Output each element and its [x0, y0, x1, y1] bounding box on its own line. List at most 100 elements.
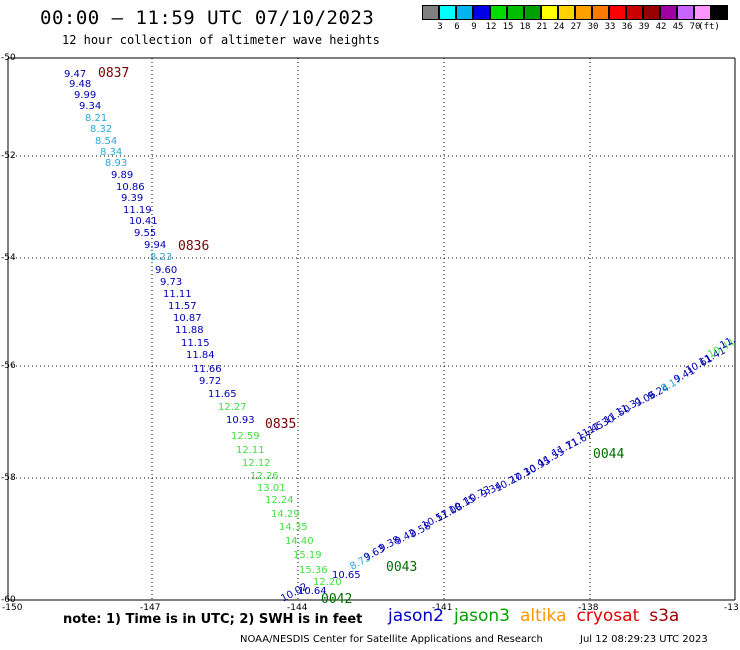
- scale-swatch: [643, 5, 660, 20]
- scale-label: 21: [536, 22, 548, 32]
- wave-height-value: 11.88: [175, 325, 204, 336]
- scale-label: 27: [570, 22, 582, 32]
- wave-height-value: 13.01: [257, 483, 286, 494]
- wave-height-value: 8.32: [90, 124, 112, 135]
- latitude-label: -58: [1, 473, 16, 483]
- wave-height-labels: 9.479.489.999.348.218.328.548.348.939.89…: [64, 69, 737, 605]
- legend-entry-s3a: s3a: [649, 606, 680, 626]
- scale-label: 33: [604, 22, 616, 32]
- credit-line: NOAA/NESDIS Center for Satellite Applica…: [240, 634, 543, 645]
- wave-height-value: 12.59: [231, 431, 260, 442]
- latitude-label: -54: [1, 253, 16, 263]
- wave-height-value: 9.73: [160, 277, 182, 288]
- wave-height-value: 12.20: [313, 577, 342, 588]
- wave-height-value: 12.12: [242, 458, 271, 469]
- wave-height-value: 15.36: [299, 565, 328, 576]
- latitude-label: -56: [1, 361, 16, 371]
- longitude-label: -144: [287, 603, 308, 613]
- wave-height-value: 9.47: [64, 69, 86, 80]
- wave-height-value: 9.89: [111, 170, 133, 181]
- scale-swatch: [439, 5, 456, 20]
- scale-swatch: [626, 5, 643, 20]
- scale-label: 45: [672, 22, 684, 32]
- scale-swatch: [558, 5, 575, 20]
- scale-label: 30: [587, 22, 599, 32]
- wave-height-value: 9.48: [69, 79, 91, 90]
- pass-time-label: 0043: [386, 560, 417, 575]
- scale-swatch: [524, 5, 541, 20]
- wave-height-value: 8.93: [105, 158, 127, 169]
- longitude-label: -150: [2, 603, 23, 613]
- legend-entry-jason2: jason2: [388, 606, 444, 626]
- graticule: [7, 57, 736, 601]
- wave-height-value: 12.24: [265, 495, 294, 506]
- scale-label: 15: [502, 22, 514, 32]
- scale-swatch: [660, 5, 677, 20]
- wave-height-value: 9.60: [155, 265, 177, 276]
- wave-height-value: 10.86: [116, 182, 145, 193]
- scale-swatch: [592, 5, 609, 20]
- wave-height-value: 9.55: [134, 228, 156, 239]
- scale-label: 9: [471, 22, 477, 32]
- wave-height-value: 11.15: [181, 338, 210, 349]
- scale-label: 18: [519, 22, 531, 32]
- scale-swatch: [575, 5, 592, 20]
- wave-height-value: 12.11: [236, 445, 265, 456]
- map-subtitle: 12 hour collection of altimeter wave hei…: [62, 33, 380, 47]
- scale-unit: (ft): [698, 22, 720, 32]
- scale-label: 24: [553, 22, 565, 32]
- wave-height-value: 14.29: [271, 509, 300, 520]
- wave-height-value: 9.94: [144, 240, 166, 251]
- scale-swatch: [677, 5, 694, 20]
- pass-time-label: 0042: [321, 592, 352, 607]
- scale-swatch: [422, 5, 439, 20]
- pass-time-label: 0044: [593, 447, 624, 462]
- scale-label: 6: [454, 22, 460, 32]
- units-note: note: 1) Time is in UTC; 2) SWH is in fe…: [63, 612, 363, 627]
- scale-swatch: [456, 5, 473, 20]
- generated-timestamp: Jul 12 08:29:23 UTC 2023: [580, 634, 708, 645]
- scale-swatch: [609, 5, 626, 20]
- legend-entry-altika: altika: [520, 606, 567, 626]
- wave-height-value: 9.39: [121, 193, 143, 204]
- latitude-label: -52: [1, 151, 16, 161]
- satellite-legend: jason2 jason3 altika cryosat s3a: [388, 606, 689, 626]
- wave-height-value: 8.23: [150, 252, 172, 263]
- pass-time-label: 0836: [178, 239, 209, 254]
- longitude-label: -141: [432, 603, 453, 613]
- wave-height-value: 8.54: [95, 136, 117, 147]
- latitude-label: -60: [1, 595, 16, 605]
- scale-label: 3: [437, 22, 443, 32]
- scale-label: 12: [485, 22, 497, 32]
- wave-height-value: 10.93: [226, 415, 255, 426]
- wave-height-value: 11.11: [163, 289, 192, 300]
- wave-height-value: 15.19: [293, 550, 322, 561]
- wave-height-value: 11.65: [208, 389, 237, 400]
- wave-height-value: 14.40: [285, 536, 314, 547]
- scale-label: 42: [655, 22, 667, 32]
- scale-swatch: [473, 5, 490, 20]
- wave-height-value: 10.64: [298, 586, 327, 597]
- scale-label: 36: [621, 22, 633, 32]
- wave-height-value: 8.21: [85, 113, 107, 124]
- wave-height-value: 10.65: [332, 570, 361, 581]
- wave-height-value: 12.26: [250, 471, 279, 482]
- wave-height-value: 9.99: [74, 90, 96, 101]
- wave-height-value: 10.41: [129, 216, 158, 227]
- longitude-label: -147: [140, 603, 161, 613]
- legend-entry-cryosat: cryosat: [576, 606, 640, 626]
- latitude-label: -50: [1, 53, 16, 63]
- wave-height-value: 9.34: [79, 101, 101, 112]
- wave-height-value: 11.84: [186, 350, 215, 361]
- scale-swatch: [490, 5, 507, 20]
- wave-height-value: 11.19: [123, 205, 152, 216]
- scale-swatch: [711, 5, 728, 20]
- longitude-label: -138: [578, 603, 599, 613]
- legend-entry-jason3: jason3: [454, 606, 510, 626]
- scale-label: 70: [689, 22, 701, 32]
- longitude-label: -13: [724, 603, 739, 613]
- pass-time-label: 0837: [98, 66, 129, 81]
- wave-height-value: 10.87: [173, 313, 202, 324]
- scale-swatch: [541, 5, 558, 20]
